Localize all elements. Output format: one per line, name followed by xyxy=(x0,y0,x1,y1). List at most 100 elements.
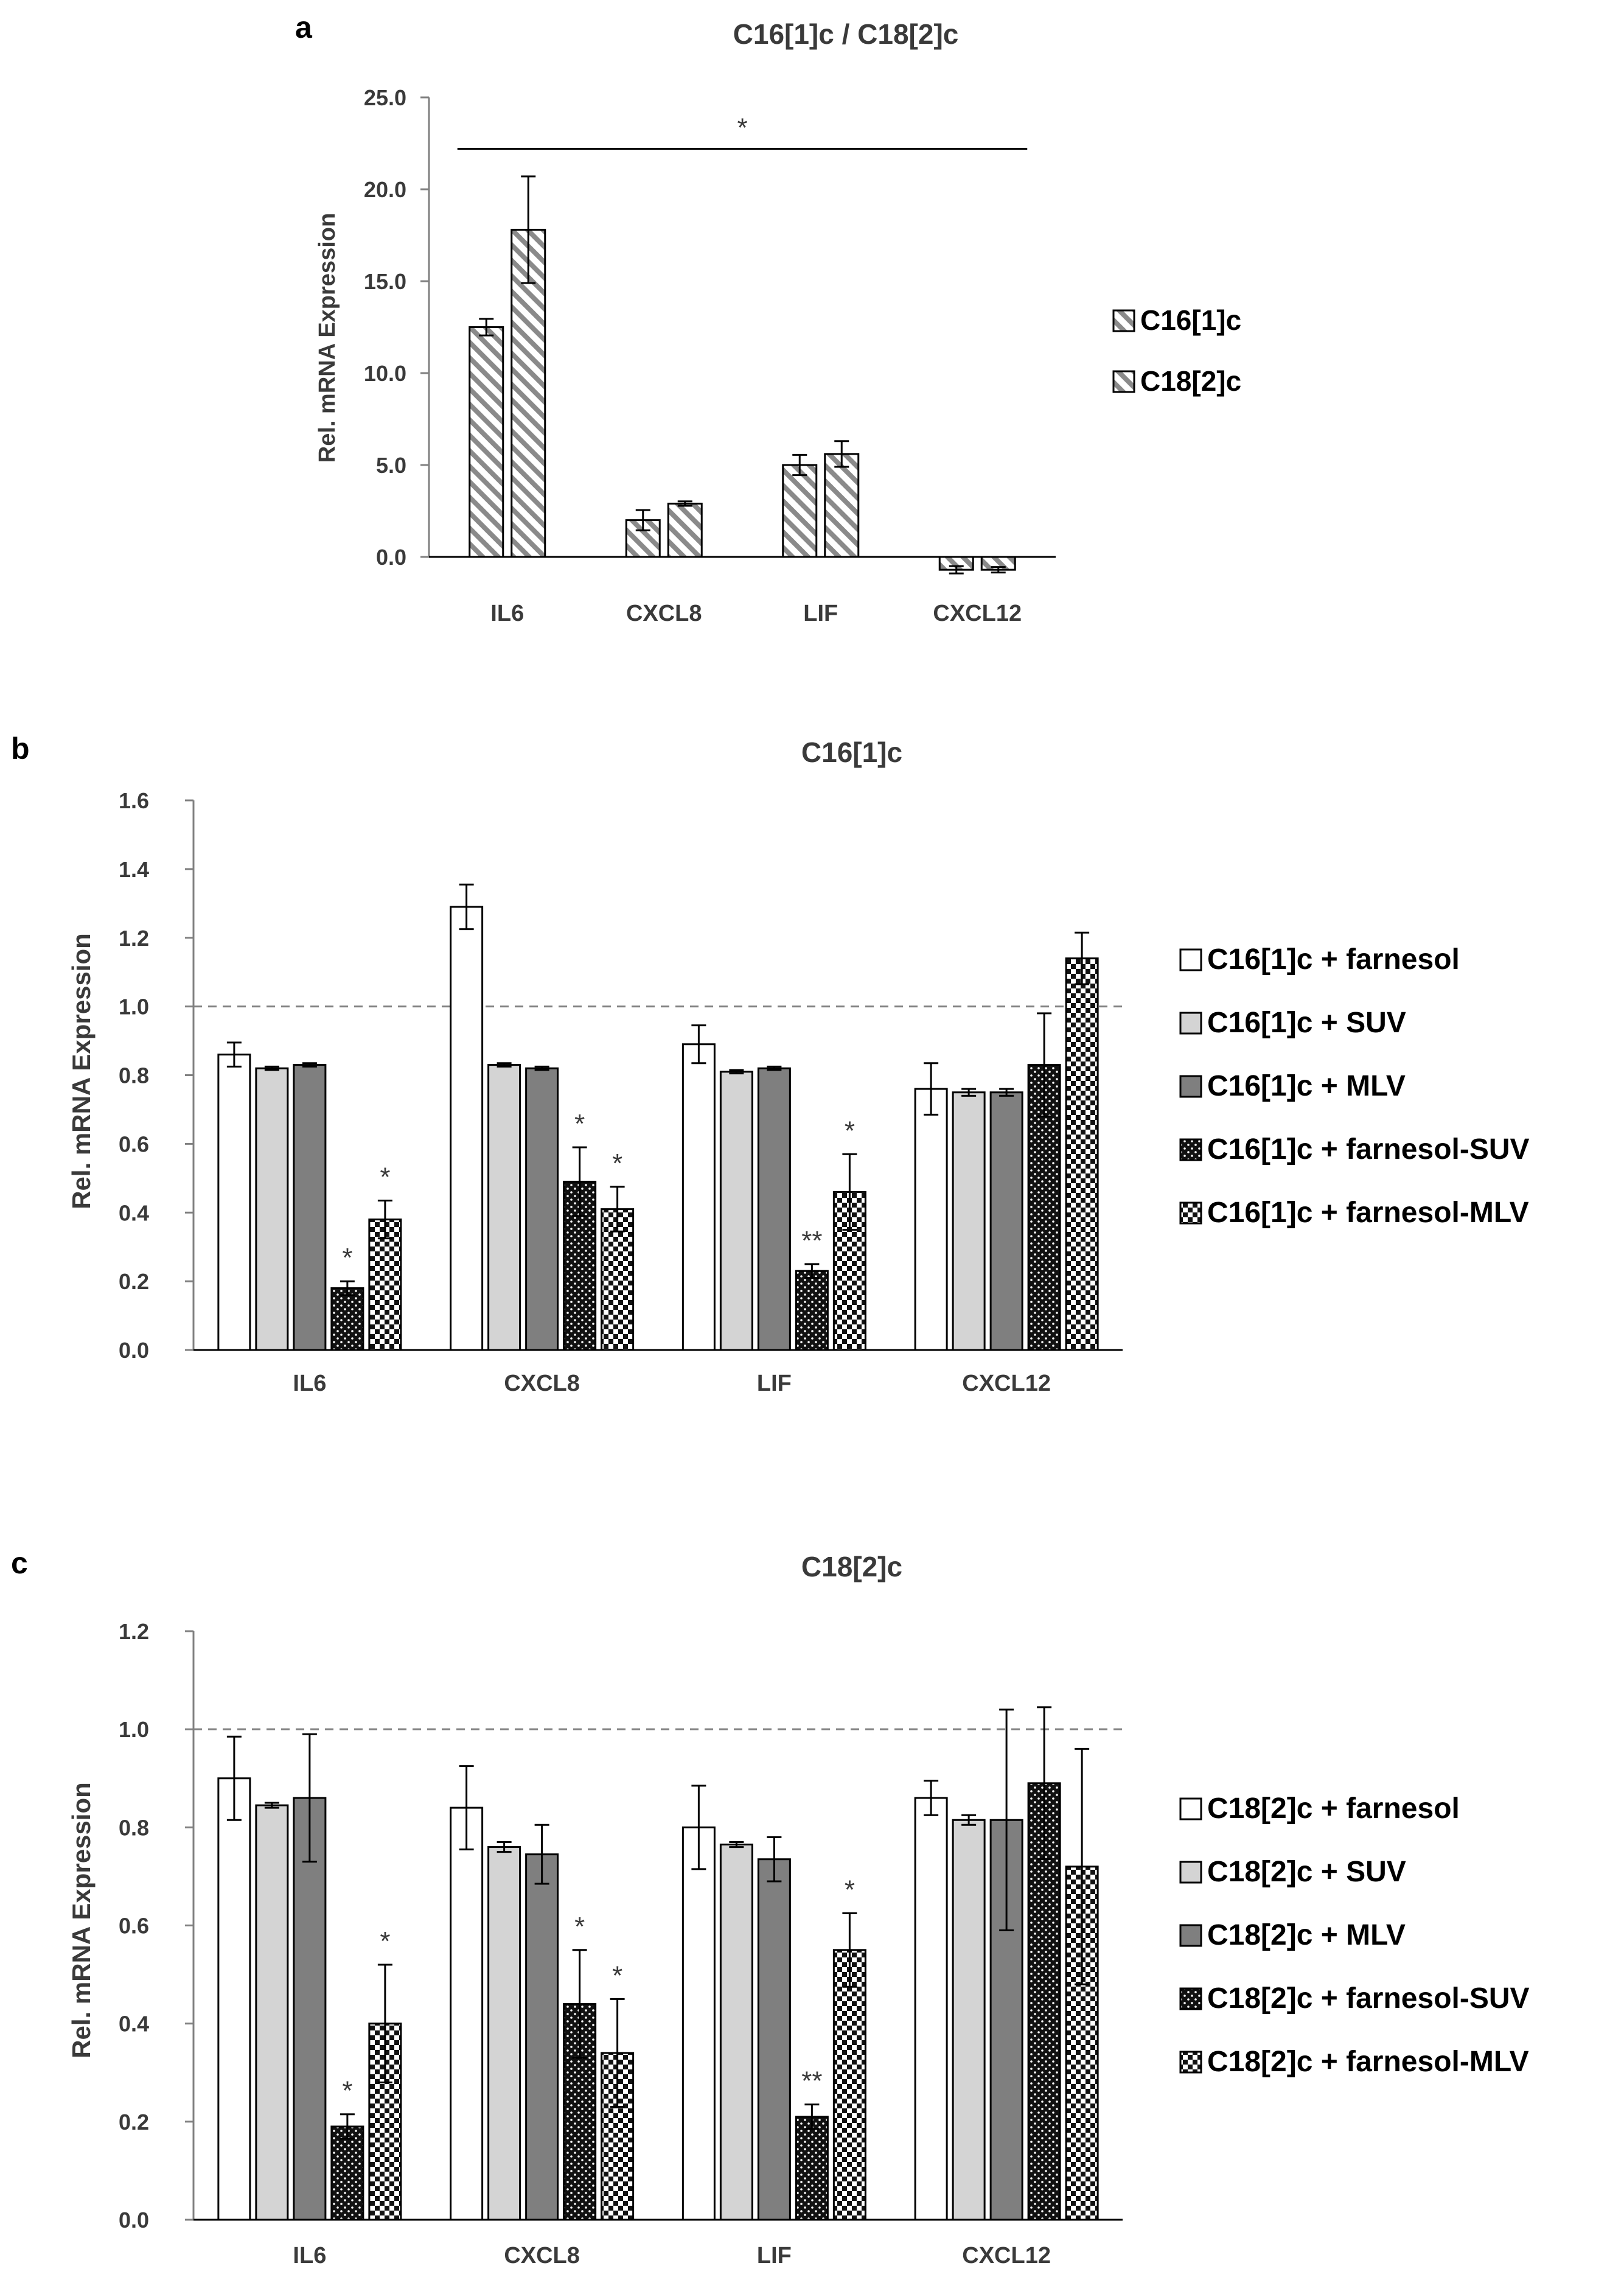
x-category-label: CXCL8 xyxy=(626,601,702,626)
legend-swatch xyxy=(1112,309,1135,332)
y-tick-label: 1.6 xyxy=(119,788,149,813)
bar xyxy=(914,1088,948,1351)
significance-star: ** xyxy=(801,2066,822,2096)
significance-star: * xyxy=(845,1116,855,1145)
legend-label: C18[2]c + MLV xyxy=(1207,1919,1406,1951)
significance-star: * xyxy=(612,1149,622,1178)
x-category-label: CXCL8 xyxy=(504,2243,580,2268)
significance-star: * xyxy=(574,1109,585,1139)
panel-c-letter: c xyxy=(11,1546,28,1580)
panel-c-y-axis-label: Rel. mRNA Expression xyxy=(67,1782,96,2058)
significance-star: * xyxy=(574,1912,585,1942)
significance-star: * xyxy=(380,1162,390,1192)
bar xyxy=(330,1287,364,1351)
legend-swatch xyxy=(1179,1138,1202,1161)
y-tick-label: 0.8 xyxy=(119,1815,149,1840)
y-tick-label: 0.6 xyxy=(119,1914,149,1939)
y-tick-label: 0.0 xyxy=(119,2208,149,2233)
legend-swatch xyxy=(1179,1075,1202,1098)
legend-label: C18[2]c + SUV xyxy=(1207,1856,1406,1888)
y-tick-label: 0.0 xyxy=(119,1338,149,1363)
panel-a-letter: a xyxy=(295,10,313,44)
bar xyxy=(952,1819,986,2221)
legend-label: C18[2]c xyxy=(1140,365,1241,397)
y-tick-label: 1.0 xyxy=(119,995,149,1019)
bar xyxy=(914,1797,948,2221)
legend-label: C16[1]c + farnesol-SUV xyxy=(1207,1133,1530,1166)
legend-swatch xyxy=(1179,2051,1202,2074)
bar xyxy=(795,1270,829,1351)
bar xyxy=(487,1064,521,1351)
x-category-label: LIF xyxy=(757,1371,792,1396)
y-tick-label: 0.6 xyxy=(119,1131,149,1156)
legend-label: C16[1]c + MLV xyxy=(1207,1070,1406,1102)
y-tick-label: 10.0 xyxy=(364,361,406,386)
x-category-label: IL6 xyxy=(293,1371,326,1396)
significance-star: * xyxy=(612,1960,622,1990)
panel-a-title: C16[1]c / C18[2]c xyxy=(733,18,959,50)
bar xyxy=(782,464,818,558)
panel-b: b C16[1]c Rel. mRNA Expression 0.0 0.2 0.4… xyxy=(11,732,1530,1396)
legend-label: C18[2]c + farnesol xyxy=(1207,1792,1460,1825)
legend-swatch xyxy=(1112,370,1135,393)
y-tick-label: 1.2 xyxy=(119,1619,149,1644)
y-tick-label: 0.4 xyxy=(119,2012,149,2037)
y-tick-label: 1.4 xyxy=(119,857,149,882)
bar xyxy=(368,1219,402,1351)
significance-star: * xyxy=(380,1926,390,1956)
y-tick-label: 1.2 xyxy=(119,926,149,951)
y-tick-label: 0.4 xyxy=(119,1200,149,1225)
legend-swatch xyxy=(1179,1012,1202,1035)
panel-b-plot: 0.00.20.40.60.81.01.21.41.6**IL6**CXCL8*… xyxy=(119,788,1530,1396)
panel-a-plot: 0.0 5.0 10.0 15.0 20.0 25.0 IL6 CXCL8 LIF CXCL12 *… xyxy=(364,85,1241,626)
x-category-label: CXCL8 xyxy=(504,1371,580,1396)
significance-star: * xyxy=(342,2076,352,2106)
panel-a-y-axis-label: Rel. mRNA Expression xyxy=(315,213,340,463)
x-category-label: IL6 xyxy=(490,601,524,626)
bar xyxy=(681,1826,716,2221)
legend-swatch xyxy=(1179,1797,1202,1820)
y-tick-label: 25.0 xyxy=(364,85,406,110)
y-tick-label: 15.0 xyxy=(364,269,406,294)
x-category-label: IL6 xyxy=(293,2243,326,2268)
bar xyxy=(450,1806,484,2221)
y-tick-label: 20.0 xyxy=(364,177,406,202)
significance-star: * xyxy=(737,113,747,143)
y-tick-label: 0.0 xyxy=(376,545,406,570)
bar xyxy=(989,1091,1023,1351)
legend-swatch xyxy=(1179,1201,1202,1225)
bar xyxy=(217,1777,251,2221)
bar xyxy=(832,1949,866,2221)
significance-star: * xyxy=(845,1875,855,1904)
y-tick-label: 0.2 xyxy=(119,1269,149,1294)
y-tick-label: 0.2 xyxy=(119,2110,149,2135)
bar xyxy=(450,906,484,1351)
legend-swatch xyxy=(1179,1987,1202,2010)
x-category-label: CXCL12 xyxy=(962,2243,1051,2268)
x-category-label: CXCL12 xyxy=(933,601,1022,626)
significance-star: * xyxy=(342,1243,352,1273)
bar xyxy=(255,1067,289,1351)
bar xyxy=(719,1844,753,2221)
legend-swatch xyxy=(1179,948,1202,971)
legend-label: C16[1]c + farnesol-MLV xyxy=(1207,1197,1529,1229)
significance-star: ** xyxy=(801,1226,822,1256)
bar xyxy=(330,2125,364,2221)
legend-swatch xyxy=(1179,1861,1202,1884)
y-tick-label: 0.8 xyxy=(119,1063,149,1088)
legend-label: C18[2]c + farnesol-MLV xyxy=(1207,2046,1529,2078)
bar xyxy=(217,1054,251,1351)
bar xyxy=(824,453,860,558)
legend-label: C18[2]c + farnesol-SUV xyxy=(1207,1982,1530,2015)
x-category-label: LIF xyxy=(757,2243,792,2268)
bar xyxy=(1065,957,1099,1351)
bar xyxy=(667,502,703,558)
panel-c: c C18[2]c Rel. mRNA Expression 0.0 0.2 0.4… xyxy=(11,1546,1530,2268)
panel-a: a C16[1]c / C18[2]c Rel. mRNA Expression… xyxy=(295,10,1241,626)
bar xyxy=(952,1091,986,1351)
panel-b-letter: b xyxy=(11,732,30,766)
panel-b-title: C16[1]c xyxy=(801,736,902,768)
panel-c-plot: 0.00.20.40.60.81.01.2**IL6**CXCL8***LIF C… xyxy=(119,1619,1530,2268)
y-tick-label: 1.0 xyxy=(119,1717,149,1742)
